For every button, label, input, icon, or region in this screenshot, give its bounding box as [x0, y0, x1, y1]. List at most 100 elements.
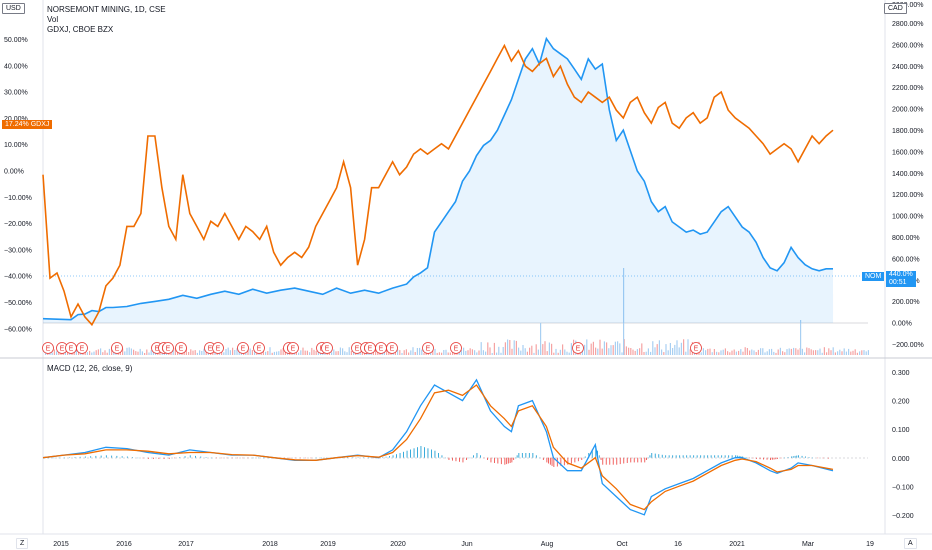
- macd-histogram-bar: [784, 457, 785, 459]
- volume-bar: [207, 352, 209, 355]
- earnings-marker[interactable]: E: [175, 342, 187, 354]
- volume-bar: [401, 353, 403, 355]
- earnings-marker[interactable]: E: [162, 342, 174, 354]
- volume-bar: [188, 352, 190, 355]
- macd-histogram-bar: [200, 456, 202, 458]
- macd-histogram-bar: [640, 457, 642, 463]
- macd-histogram-bar: [728, 455, 730, 458]
- volume-bar: [67, 351, 69, 355]
- macd-histogram-bar: [438, 453, 439, 458]
- earnings-circle: [690, 342, 702, 354]
- earnings-marker[interactable]: E: [65, 342, 77, 354]
- macd-histogram-bar: [812, 457, 813, 459]
- earnings-marker[interactable]: E: [572, 342, 584, 354]
- macd-histogram-bar: [368, 457, 369, 459]
- nom-timer: 00:51: [889, 279, 907, 286]
- macd-histogram-bar: [542, 457, 544, 460]
- earnings-marker[interactable]: E: [204, 342, 216, 354]
- volume-bar: [584, 344, 586, 355]
- macd-histogram-bar: [548, 457, 549, 464]
- macd-histogram-bar: [247, 457, 249, 459]
- earnings-label: E: [390, 346, 395, 353]
- time-axis-tick: 2018: [262, 541, 278, 548]
- left-axis-tick: −60.00%: [4, 326, 32, 333]
- volume-bar: [597, 348, 599, 355]
- earnings-marker[interactable]: E: [42, 342, 54, 354]
- currency-left-label[interactable]: USD: [2, 3, 25, 14]
- macd-histogram-bar: [399, 453, 401, 458]
- macd-histogram-bar: [305, 457, 307, 459]
- volume-bar: [273, 351, 275, 355]
- earnings-marker[interactable]: E: [321, 342, 333, 354]
- volume-bar: [546, 351, 548, 355]
- volume-bar: [130, 348, 132, 355]
- volume-bar: [779, 347, 781, 355]
- earnings-marker[interactable]: E: [386, 342, 398, 354]
- macd-histogram-bar: [693, 455, 695, 458]
- macd-histogram-bar: [362, 457, 364, 458]
- earnings-circle: [450, 342, 462, 354]
- nom-symbol-tag: NOM: [862, 272, 885, 281]
- earnings-circle: [212, 342, 224, 354]
- volume-spike: [800, 320, 802, 355]
- macd-histogram-bar: [84, 456, 86, 458]
- volume-bar: [654, 347, 656, 355]
- volume-bar: [500, 352, 502, 355]
- macd-histogram-bar: [771, 457, 773, 460]
- earnings-marker[interactable]: E: [375, 342, 387, 354]
- volume-bar: [518, 347, 520, 355]
- volume-bar: [729, 352, 731, 355]
- macd-histogram-bar: [434, 450, 436, 458]
- earnings-marker[interactable]: E: [253, 342, 265, 354]
- macd-histogram-bar: [588, 453, 590, 458]
- currency-right-label[interactable]: CAD: [884, 3, 907, 14]
- earnings-marker[interactable]: E: [237, 342, 249, 354]
- earnings-marker[interactable]: E: [364, 342, 376, 354]
- time-axis-tick: 2020: [390, 541, 406, 548]
- volume-bar: [645, 351, 647, 355]
- macd-histogram-bar: [445, 457, 446, 459]
- volume-bar: [832, 347, 834, 355]
- volume-bar: [786, 349, 788, 355]
- volume-bar: [491, 353, 493, 355]
- earnings-marker[interactable]: E: [690, 342, 702, 354]
- macd-histogram-bar: [448, 457, 450, 460]
- volume-bar: [636, 349, 638, 355]
- macd-histogram-bar: [598, 455, 600, 458]
- macd-histogram-bar: [406, 450, 408, 458]
- volume-bar: [797, 349, 799, 355]
- earnings-marker[interactable]: E: [450, 342, 462, 354]
- scale-left-button[interactable]: Z: [16, 538, 29, 549]
- earnings-marker[interactable]: E: [212, 342, 224, 354]
- volume-bar: [364, 352, 366, 355]
- macd-histogram-bar: [284, 457, 286, 459]
- volume-bar: [859, 351, 861, 355]
- volume-bar: [449, 352, 451, 355]
- volume-bar: [524, 348, 526, 355]
- macd-histogram-bar: [126, 456, 128, 458]
- volume-bar: [223, 352, 225, 355]
- volume-bar: [159, 352, 161, 355]
- right-axis-tick: 1600.00%: [892, 149, 924, 156]
- earnings-circle: [287, 342, 299, 354]
- auto-scale-button[interactable]: A: [904, 538, 917, 549]
- earnings-marker[interactable]: E: [422, 342, 434, 354]
- volume-bar: [513, 340, 515, 355]
- volume-bar: [863, 350, 865, 355]
- volume-bar: [511, 348, 513, 355]
- macd-histogram-bar: [792, 456, 794, 458]
- volume-bar: [727, 351, 729, 355]
- volume-bar: [529, 347, 531, 355]
- macd-histogram-bar: [682, 455, 684, 458]
- macd-histogram-bar: [69, 457, 71, 458]
- volume-bar: [744, 347, 746, 355]
- volume-bar: [201, 351, 203, 355]
- earnings-marker[interactable]: E: [76, 342, 88, 354]
- volume-bar: [788, 348, 790, 355]
- earnings-marker[interactable]: E: [287, 342, 299, 354]
- macd-histogram-bar: [539, 457, 541, 459]
- volume-bar: [119, 351, 121, 355]
- macd-histogram-bar: [347, 457, 348, 458]
- earnings-marker[interactable]: E: [111, 342, 123, 354]
